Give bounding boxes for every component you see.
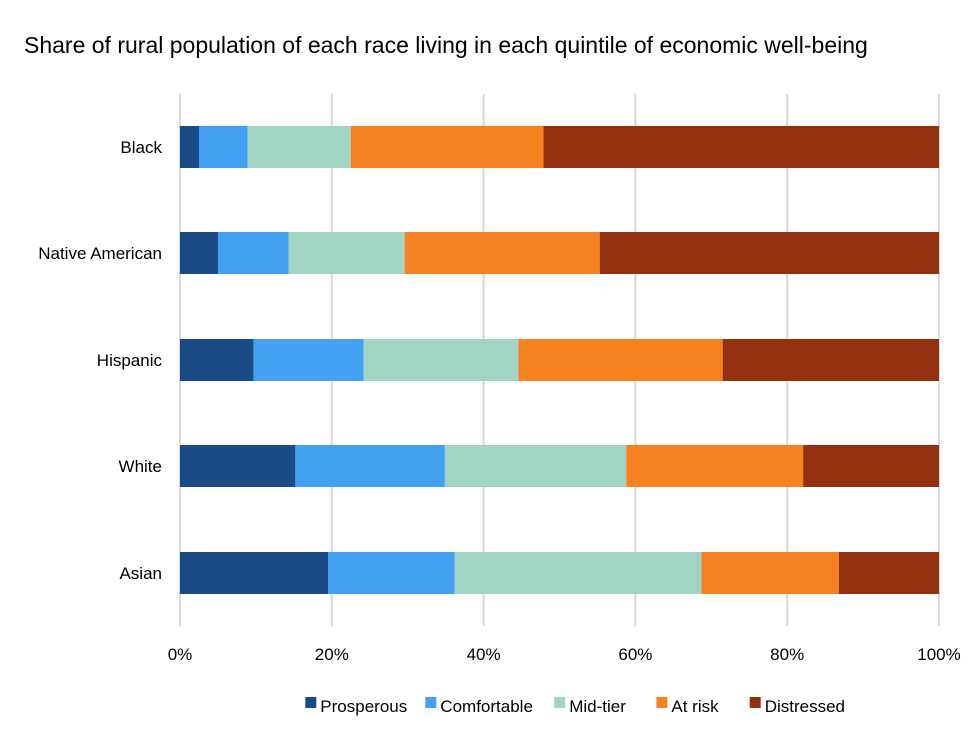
x-tick-label: 100% [917,645,960,664]
legend-label: Mid-tier [569,697,626,716]
legend-label: Comfortable [440,697,533,716]
x-tick-label: 40% [467,645,501,664]
bar-segment [217,232,289,274]
chart-title: Share of rural population of each race l… [24,32,868,58]
bar-segment [198,126,248,168]
bar-segment [350,126,544,168]
bar-segment [180,445,296,487]
bar-segment [543,126,939,168]
category-label: Hispanic [97,351,163,370]
bar-segment [518,339,723,381]
legend-swatch [425,697,437,708]
category-label: White [119,457,162,476]
legend-label: Distressed [765,697,845,716]
bar-segment [454,552,702,594]
bar-segment [363,339,519,381]
x-tick-label: 0% [168,645,193,664]
bar-segment [328,552,455,594]
legend-label: At risk [671,697,719,716]
bar-segment [180,126,199,168]
x-tick-label: 60% [618,645,652,664]
legend-swatch [749,697,761,708]
category-label: Native American [38,244,162,263]
legend-swatch [656,697,668,708]
category-label: Asian [119,564,162,583]
bar-segment [626,445,804,487]
bar-segment [253,339,364,381]
bar-segment [247,126,351,168]
bar-segment [722,339,939,381]
category-labels: Black Native American Hispanic White Asian [38,138,162,583]
legend-swatch [554,697,566,708]
legend-swatch [305,697,317,708]
bar-segment [180,232,218,274]
bar-segment [295,445,445,487]
bar-segment [701,552,839,594]
bar-segment [180,339,254,381]
bar-segment [404,232,600,274]
bar-segment [180,552,329,594]
bars [180,126,939,594]
bar-segment [288,232,405,274]
bar-segment [803,445,939,487]
x-tick-label: 20% [315,645,349,664]
legend: Prosperous Comfortable Mid-tier At risk Dist… [305,697,845,716]
category-label: Black [120,138,162,157]
bar-segment [599,232,939,274]
x-tick-labels: 0% 20% 40% 60% 80% 100% [168,645,961,664]
legend-label: Prosperous [320,697,407,716]
x-tick-label: 80% [770,645,804,664]
bar-segment [444,445,627,487]
bar-segment [838,552,939,594]
